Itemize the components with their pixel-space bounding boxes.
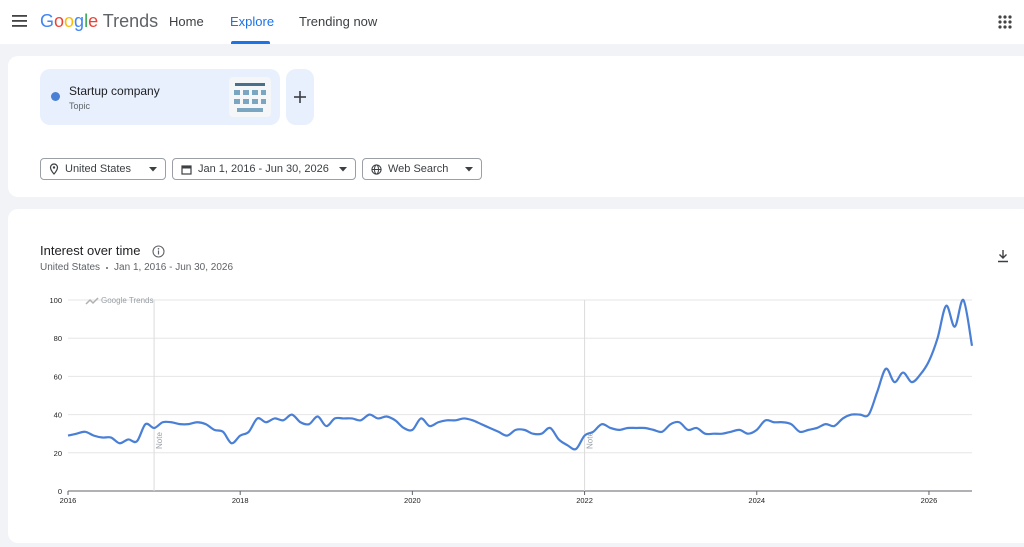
location-icon [49, 163, 59, 175]
property-filter[interactable]: Web Search [362, 158, 482, 180]
add-term-button[interactable] [286, 69, 314, 125]
download-button[interactable] [996, 249, 1010, 263]
filter-label: United States [65, 163, 132, 175]
term-name: Startup company [69, 84, 160, 98]
x-tick-label: 2022 [576, 496, 593, 505]
filter-label: Jan 1, 2016 - Jun 30, 2026 [198, 163, 329, 175]
top-bar: Google Trends Home Explore Trending now [0, 0, 1024, 44]
note-label: Note [155, 432, 164, 449]
logo-product: Trends [102, 11, 159, 31]
calendar-icon [181, 164, 192, 175]
subtitle-date-range: Jan 1, 2016 - Jun 30, 2026 [114, 262, 234, 273]
nav-link[interactable]: Explore [230, 14, 275, 29]
term-color-dot [51, 92, 60, 101]
interest-title: Interest over time [40, 243, 141, 258]
globe-icon [371, 163, 382, 175]
y-tick-label: 80 [54, 334, 62, 343]
search-term-card[interactable]: Startup company Topic [40, 69, 280, 125]
x-tick-label: 2020 [404, 496, 421, 505]
y-tick-label: 40 [54, 411, 62, 420]
location-filter[interactable]: United States [40, 158, 166, 180]
y-tick-label: 100 [49, 296, 62, 305]
subtitle-location: United States [40, 262, 101, 273]
watermark: Google Trends [101, 296, 153, 305]
active-tab-indicator [231, 41, 270, 44]
x-tick-label: 2024 [748, 496, 765, 505]
nav-link[interactable]: Trending now [299, 14, 378, 29]
separator-dot [106, 266, 109, 269]
term-thumbnail [229, 77, 271, 117]
info-icon[interactable] [152, 245, 165, 258]
x-tick-label: 2018 [232, 496, 249, 505]
interest-subtitle: United States Jan 1, 2016 - Jun 30, 2026 [40, 262, 233, 273]
watermark-icon [85, 297, 99, 305]
y-tick-label: 20 [54, 449, 62, 458]
filter-label: Web Search [388, 163, 449, 175]
x-tick-label: 2026 [921, 496, 938, 505]
logo-google: Google [40, 11, 99, 31]
date-filter[interactable]: Jan 1, 2016 - Jun 30, 2026 [172, 158, 356, 180]
trend-line [67, 298, 974, 451]
term-kind: Topic [69, 101, 91, 111]
logo[interactable]: Google Trends [40, 11, 158, 32]
plus-icon [294, 91, 306, 103]
y-tick-label: 0 [58, 487, 62, 496]
x-tick-label: 2016 [60, 496, 77, 505]
dropdown-arrow [339, 166, 347, 171]
nav-link[interactable]: Home [169, 14, 204, 29]
y-tick-label: 60 [54, 372, 62, 381]
menu-button[interactable] [12, 14, 28, 28]
apps-button[interactable] [998, 15, 1012, 29]
note-label: Note [586, 432, 595, 449]
dropdown-arrow [149, 166, 157, 171]
dropdown-arrow [465, 166, 473, 171]
